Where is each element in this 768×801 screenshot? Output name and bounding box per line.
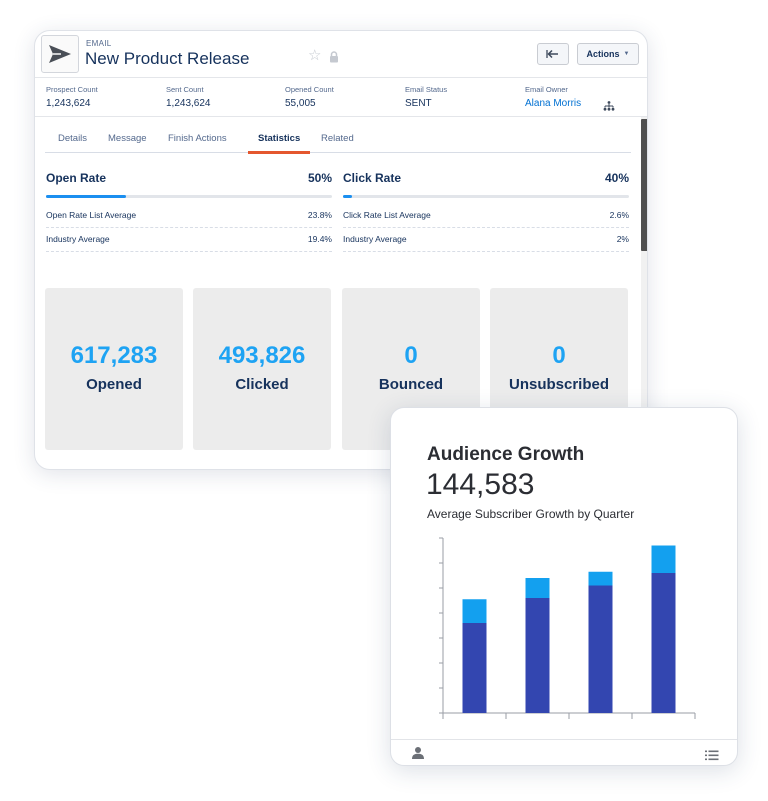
growth-title: Audience Growth <box>427 444 585 465</box>
field-label: Opened Count <box>285 85 334 94</box>
star-icon[interactable]: ☆ <box>308 47 322 64</box>
tab-message[interactable]: Message <box>108 133 147 144</box>
row-label: Industry Average <box>46 234 110 244</box>
bar-base-segment <box>651 573 676 713</box>
click-rate-list-average-row: Click Rate List Average 2.6% <box>343 206 629 228</box>
record-tabs: Details Message Finish Actions Statistic… <box>45 127 631 154</box>
stat-label: Bounced <box>378 376 444 393</box>
field-opened-count: Opened Count 55,005 <box>285 85 334 109</box>
field-prospect-count: Prospect Count 1,243,624 <box>46 85 98 109</box>
record-type-label: EMAIL <box>86 39 112 48</box>
record-header: EMAIL New Product Release ☆ Actions ▼ <box>35 31 647 77</box>
stat-value: 0 <box>552 342 566 369</box>
back-arrow-icon <box>546 49 558 59</box>
audience-growth-card: Audience Growth 144,583 Average Subscrib… <box>390 407 738 766</box>
actions-label: Actions <box>586 49 620 59</box>
growth-bar-chart <box>439 537 696 719</box>
click-rate-progress-bar <box>343 195 629 198</box>
stat-value: 0 <box>404 342 418 369</box>
stat-tile-clicked: 493,826 Clicked <box>193 288 331 450</box>
bar-base-segment <box>525 598 550 713</box>
stat-label: Clicked <box>235 376 289 393</box>
bar-base-segment <box>462 623 487 713</box>
bar-growth-segment <box>462 599 487 623</box>
field-value: 1,243,624 <box>166 98 211 109</box>
row-value: 23.8% <box>307 210 332 220</box>
click-rate-percent: 40% <box>604 171 629 185</box>
chevron-down-icon: ▼ <box>623 51 630 57</box>
scrollbar-track[interactable] <box>641 117 647 469</box>
list-icon[interactable] <box>705 748 719 765</box>
tab-details[interactable]: Details <box>58 133 88 144</box>
lock-icon <box>329 50 339 68</box>
paper-plane-icon <box>41 35 79 73</box>
field-label: Email Owner <box>525 85 568 94</box>
field-label: Sent Count <box>166 85 204 94</box>
open-rate-percent: 50% <box>307 171 332 185</box>
highlights-panel: Prospect Count 1,243,624 Sent Count 1,24… <box>35 77 647 117</box>
bar-base-segment <box>588 585 613 713</box>
row-label: Click Rate List Average <box>343 210 431 220</box>
tab-finish-actions[interactable]: Finish Actions <box>168 133 227 144</box>
click-rate-title: Click Rate <box>343 171 402 185</box>
field-value: 1,243,624 <box>46 98 91 109</box>
row-value: 2.6% <box>609 210 629 220</box>
bar-growth-segment <box>525 578 550 598</box>
row-label: Industry Average <box>343 234 407 244</box>
back-button[interactable] <box>537 43 569 65</box>
field-label: Prospect Count <box>46 85 98 94</box>
email-record-card: EMAIL New Product Release ☆ Actions ▼ Pr… <box>34 30 648 470</box>
click-industry-average-row: Industry Average 2% <box>343 230 629 252</box>
open-rate-title: Open Rate <box>46 171 107 185</box>
tab-related[interactable]: Related <box>321 133 354 144</box>
field-email-status: Email Status SENT <box>405 85 447 109</box>
growth-card-footer <box>391 739 737 765</box>
field-value: 55,005 <box>285 98 316 109</box>
status-value: SENT <box>405 98 432 109</box>
row-value: 19.4% <box>307 234 332 244</box>
bar-growth-segment <box>651 545 676 573</box>
scrollbar-thumb[interactable] <box>641 119 647 251</box>
row-label: Open Rate List Average <box>46 210 137 220</box>
open-industry-average-row: Industry Average 19.4% <box>46 230 332 252</box>
field-email-owner: Email Owner Alana Morris <box>525 85 581 109</box>
person-icon[interactable] <box>411 746 425 765</box>
stat-label: Unsubscribed <box>508 376 610 393</box>
field-label: Email Status <box>405 85 448 94</box>
active-tab-indicator <box>248 151 310 154</box>
growth-subtitle: Average Subscriber Growth by Quarter <box>427 507 635 521</box>
org-hierarchy-icon[interactable] <box>603 98 615 116</box>
page-title: New Product Release <box>85 49 250 68</box>
stat-value: 617,283 <box>70 342 158 369</box>
open-rate-progress-fill <box>46 195 127 198</box>
stat-label: Opened <box>86 376 142 393</box>
stat-tile-opened: 617,283 Opened <box>45 288 183 450</box>
stat-value: 493,826 <box>218 342 306 369</box>
growth-value: 144,583 <box>426 468 535 501</box>
actions-dropdown-button[interactable]: Actions ▼ <box>577 43 639 65</box>
field-sent-count: Sent Count 1,243,624 <box>166 85 211 109</box>
row-value: 2% <box>616 234 629 244</box>
owner-link[interactable]: Alana Morris <box>525 98 582 109</box>
bar-growth-segment <box>588 571 613 586</box>
open-rate-list-average-row: Open Rate List Average 23.8% <box>46 206 332 228</box>
tab-statistics[interactable]: Statistics <box>258 133 301 144</box>
click-rate-progress-fill <box>343 195 352 198</box>
open-rate-progress-bar <box>46 195 332 198</box>
